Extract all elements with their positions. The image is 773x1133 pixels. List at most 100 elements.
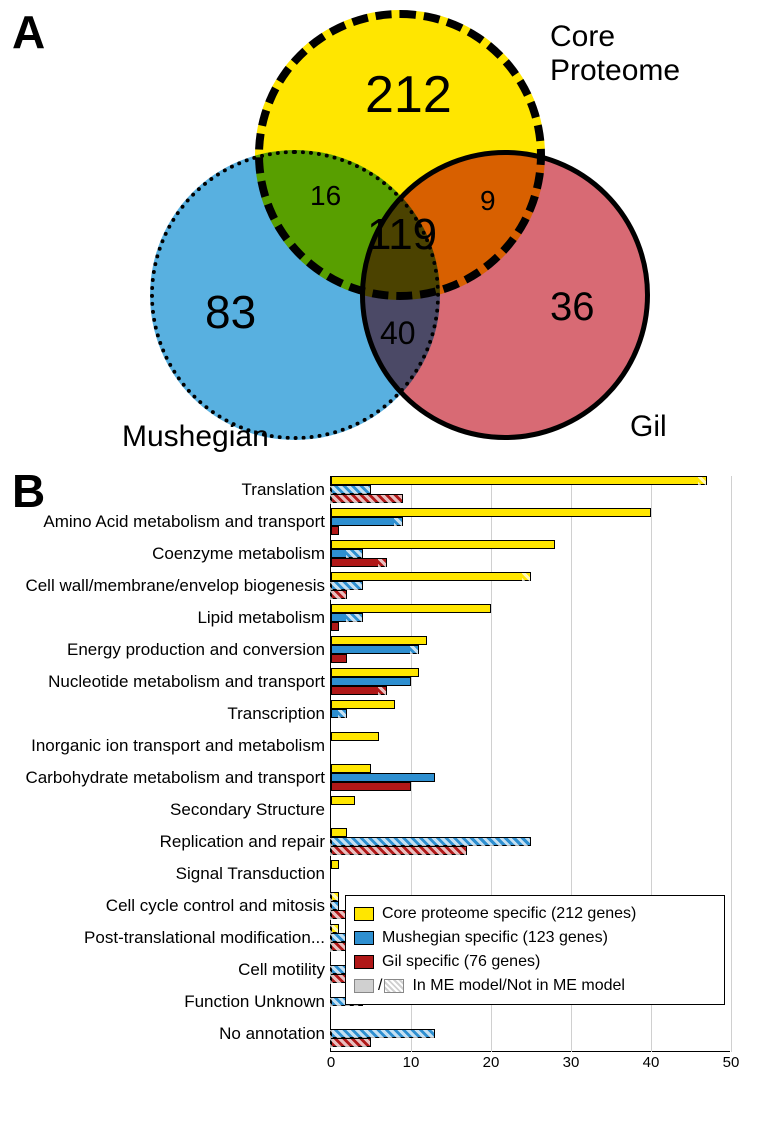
category-group — [331, 668, 730, 700]
legend-swatch-solid — [354, 979, 374, 993]
bar — [331, 1029, 435, 1038]
x-axis-tick: 20 — [483, 1054, 500, 1071]
venn-count-mush-gil: 40 — [380, 315, 416, 352]
bar — [331, 686, 387, 695]
category-group — [331, 796, 730, 828]
venn-count-gil-only: 36 — [550, 285, 595, 330]
bar — [331, 622, 339, 631]
bar — [331, 494, 403, 503]
bar — [331, 782, 411, 791]
bar-hatch-overlay — [330, 911, 346, 920]
bar — [331, 668, 419, 677]
category-group — [331, 764, 730, 796]
bar — [331, 476, 707, 485]
bar — [331, 558, 387, 567]
bar — [331, 796, 355, 805]
category-group — [331, 540, 730, 572]
bar — [331, 924, 339, 933]
panel-a-label: A — [12, 5, 45, 59]
x-axis-tick: 10 — [403, 1054, 420, 1071]
category-label: Secondary Structure — [170, 800, 325, 820]
category-group — [331, 636, 730, 668]
bar — [331, 901, 339, 910]
bar-hatch-overlay — [330, 847, 466, 856]
chart-legend: Core proteome specific (212 genes) Mushe… — [345, 895, 725, 1005]
bar — [331, 654, 347, 663]
venn-count-all: 119 — [367, 210, 437, 260]
bar — [331, 604, 491, 613]
venn-count-core-mush: 16 — [310, 180, 341, 212]
venn-label-mush: Mushegian — [122, 420, 269, 454]
category-label: Cell wall/membrane/envelop biogenesis — [25, 576, 325, 596]
bar — [331, 549, 363, 558]
legend-swatch-gil — [354, 955, 374, 969]
bar-chart: 0 10 20 30 40 50 Translation Amino Acid metabo… — [30, 476, 750, 1116]
category-group — [331, 572, 730, 604]
venn-diagram: 212 83 36 16 9 40 119 Core Proteome Mush… — [150, 10, 650, 450]
bar — [331, 846, 467, 855]
legend-text-core: Core proteome specific (212 genes) — [382, 905, 636, 923]
category-label: Nucleotide metabolism and transport — [48, 672, 325, 692]
legend-row-gil: Gil specific (76 genes) — [354, 950, 716, 974]
x-axis-tick: 40 — [643, 1054, 660, 1071]
category-group — [331, 476, 730, 508]
venn-circle-gil — [360, 150, 650, 440]
legend-swatch-mush — [354, 931, 374, 945]
bar — [331, 540, 555, 549]
category-label: Cell motility — [238, 960, 325, 980]
legend-row-hatch: / In ME model/Not in ME model — [354, 974, 716, 998]
bar — [331, 485, 371, 494]
bar-hatch-overlay — [698, 477, 706, 486]
legend-row-core: Core proteome specific (212 genes) — [354, 902, 716, 926]
category-group — [331, 508, 730, 540]
figure-root: A 212 83 36 16 9 40 119 Core Proteome Mu… — [0, 0, 773, 1133]
bar-hatch-overlay — [522, 573, 530, 582]
venn-count-core-only: 212 — [365, 65, 452, 125]
category-label: Inorganic ion transport and metabolism — [31, 736, 325, 756]
bar — [331, 508, 651, 517]
bar — [331, 764, 371, 773]
legend-text-mush: Mushegian specific (123 genes) — [382, 929, 608, 947]
category-label: Cell cycle control and mitosis — [106, 896, 325, 916]
bar-hatch-overlay — [378, 559, 386, 568]
x-axis-tick: 0 — [327, 1054, 335, 1071]
bar — [331, 773, 435, 782]
bar — [331, 837, 531, 846]
bar — [331, 517, 403, 526]
category-group — [331, 860, 730, 892]
grid-line — [731, 476, 732, 1052]
category-label: Signal Transduction — [176, 864, 325, 884]
venn-count-mush-only: 83 — [205, 285, 256, 339]
bar-hatch-overlay — [330, 591, 346, 600]
category-label: Amino Acid metabolism and transport — [43, 512, 325, 532]
bar — [331, 636, 427, 645]
category-label: Lipid metabolism — [197, 608, 325, 628]
bar — [331, 645, 419, 654]
category-label: Translation — [242, 480, 325, 500]
bar — [331, 700, 395, 709]
venn-label-core: Core Proteome — [550, 20, 680, 88]
bar-hatch-overlay — [346, 614, 362, 623]
category-label: No annotation — [219, 1024, 325, 1044]
category-group — [331, 700, 730, 732]
category-label: Carbohydrate metabolism and transport — [25, 768, 325, 788]
category-label: Replication and repair — [160, 832, 325, 852]
bar — [331, 1038, 371, 1047]
x-axis-tick: 50 — [723, 1054, 740, 1071]
bar-hatch-overlay — [338, 710, 346, 719]
bar — [331, 572, 531, 581]
category-label: Post-translational modification... — [84, 928, 325, 948]
legend-row-mush: Mushegian specific (123 genes) — [354, 926, 716, 950]
category-label: Coenzyme metabolism — [152, 544, 325, 564]
bar-hatch-overlay — [330, 1039, 370, 1048]
bar — [331, 526, 339, 535]
legend-swatch-hatch — [384, 979, 404, 993]
venn-label-gil: Gil — [630, 410, 667, 444]
venn-count-core-gil: 9 — [480, 185, 496, 217]
bar — [331, 677, 411, 686]
x-axis-tick: 30 — [563, 1054, 580, 1071]
bar — [331, 732, 379, 741]
bar — [331, 860, 339, 869]
bar-hatch-overlay — [394, 518, 402, 527]
bar — [331, 590, 347, 599]
